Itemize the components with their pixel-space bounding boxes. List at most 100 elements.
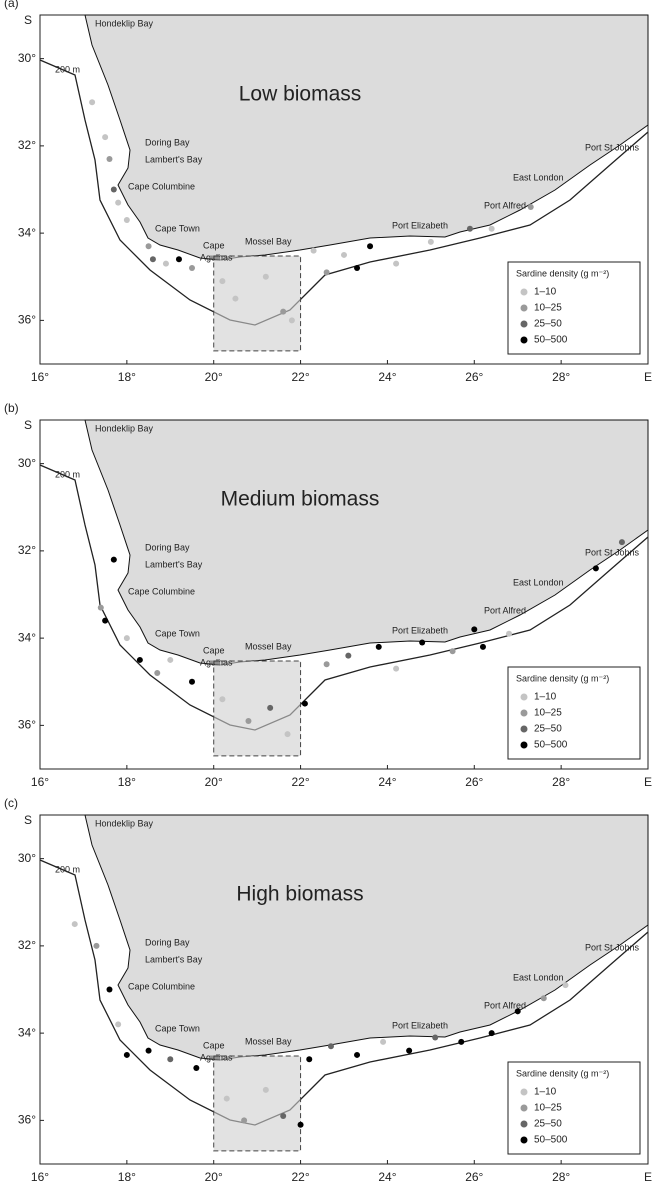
sample-point [232, 295, 239, 302]
legend-swatch [520, 1136, 528, 1144]
x-tick-label: 28° [552, 775, 570, 789]
panel-label: (b) [4, 401, 19, 415]
x-tick-label: 20° [205, 1170, 223, 1184]
x-tick-label: 22° [291, 1170, 309, 1184]
y-tick-label: 32° [18, 938, 36, 952]
y-tick-label: 34° [18, 1025, 36, 1039]
legend: Sardine density (g m⁻²) 1–10 10–25 25–50 50–… [507, 666, 641, 760]
legend-label: 10–25 [534, 1103, 562, 1114]
study-box [213, 255, 302, 352]
sample-point [175, 256, 182, 263]
x-tick-label: 24° [378, 1170, 396, 1184]
sample-point [219, 278, 226, 285]
sample-point [106, 155, 113, 162]
x-tick-label: 22° [291, 775, 309, 789]
sample-point [193, 1065, 200, 1072]
sample-point [375, 643, 382, 650]
sample-point [323, 269, 330, 276]
place-name: Port Alfred [484, 200, 526, 210]
sample-point [562, 982, 569, 989]
sample-point [245, 718, 252, 725]
place-name: East London [513, 172, 564, 182]
place-name: Cape Columbine [128, 981, 195, 991]
sample-point [288, 317, 295, 324]
x-tick-label: 28° [552, 1170, 570, 1184]
sample-point [167, 1056, 174, 1063]
y-tick-label: 34° [18, 630, 36, 644]
legend-swatch [520, 288, 528, 296]
sample-point [540, 995, 547, 1002]
map-panel: (a) Low biomass 200 m S Hondeklip Bay Doring … [4, 0, 652, 384]
y-tick-label: 30° [18, 456, 36, 470]
x-tick-label: 24° [378, 370, 396, 384]
x-tick-label: 18° [118, 775, 136, 789]
x-tick-label: 22° [291, 370, 309, 384]
place-name: Hondeklip Bay [95, 18, 154, 28]
sample-point [115, 199, 122, 206]
place-name: Doring Bay [145, 542, 190, 552]
legend-swatch [520, 693, 528, 701]
sample-point [393, 665, 400, 672]
y-tick-label: 32° [18, 543, 36, 557]
y-tick-label: 30° [18, 851, 36, 865]
sample-point [406, 1047, 413, 1054]
sample-point [466, 225, 473, 232]
sample-point [341, 251, 347, 258]
place-name: East London [513, 577, 564, 587]
sample-point [115, 1021, 122, 1028]
sample-point [367, 243, 374, 250]
place-name: Mossel Bay [245, 1036, 292, 1046]
sample-point [167, 656, 174, 663]
sample-point [354, 265, 361, 272]
sample-point [306, 1056, 313, 1063]
sample-point [458, 1038, 465, 1045]
sample-point [93, 942, 100, 949]
legend-swatch [520, 725, 528, 733]
study-box [213, 1055, 302, 1152]
sample-point [488, 1030, 495, 1037]
place-name: Agulhas [200, 252, 233, 262]
legend-title: Sardine density (g m⁻²) [516, 1068, 609, 1078]
place-name: Cape [203, 645, 225, 655]
sample-point [102, 134, 109, 141]
place-name: Port Elizabeth [392, 220, 448, 230]
legend-label: 50–500 [534, 335, 568, 346]
y-tick-label: 30° [18, 51, 36, 65]
isobath-label: 200 m [55, 469, 80, 479]
sample-point [145, 243, 152, 250]
sample-point [380, 1038, 387, 1045]
x-tick-label: E [644, 775, 652, 789]
sample-point [189, 265, 195, 272]
place-name: Lambert's Bay [145, 154, 203, 164]
x-tick-label: E [644, 370, 652, 384]
sample-point [262, 273, 269, 280]
map-panel: (c) High biomass 200 m S Hondeklip Bay Doring… [4, 796, 652, 1184]
sample-point [514, 1008, 521, 1015]
legend-swatch [520, 741, 528, 749]
sample-point [327, 1043, 334, 1050]
y-tick-label: 32° [18, 138, 36, 152]
place-name: Port Alfred [484, 1000, 526, 1010]
place-name: Cape [203, 240, 225, 250]
sample-point [393, 260, 400, 267]
x-tick-label: 28° [552, 370, 570, 384]
place-name: Cape Town [155, 1023, 200, 1033]
sample-point [162, 260, 169, 267]
x-tick-label: 26° [465, 1170, 483, 1184]
sample-point [267, 704, 274, 711]
place-name: East London [513, 972, 564, 982]
sample-point [449, 648, 456, 655]
y-label: S [24, 813, 32, 827]
panel-title: High biomass [236, 883, 363, 906]
sample-point [310, 247, 317, 254]
sample-point [419, 639, 426, 646]
sample-point [110, 186, 117, 193]
legend-label: 10–25 [534, 708, 562, 719]
sample-point [136, 656, 143, 663]
sample-point [123, 1051, 130, 1058]
y-tick-label: 36° [18, 1113, 36, 1127]
place-name: Lambert's Bay [145, 954, 203, 964]
sample-point [427, 238, 434, 245]
place-name: Port Elizabeth [392, 625, 448, 635]
legend-box [507, 666, 641, 760]
